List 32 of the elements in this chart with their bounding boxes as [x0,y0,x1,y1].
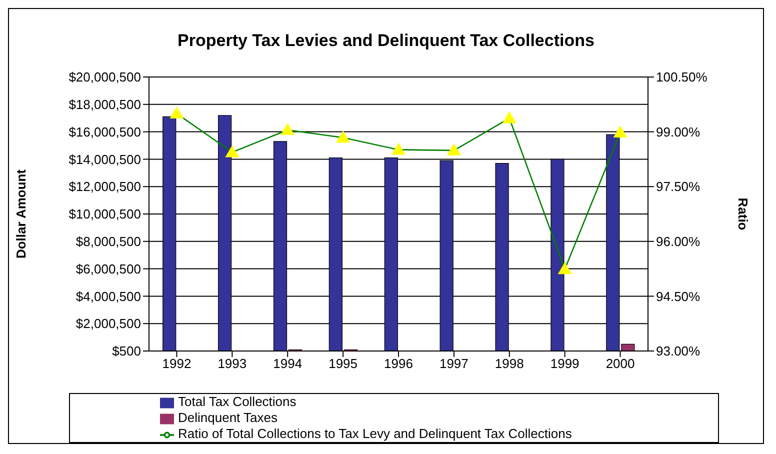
y-tick-label: $2,000,500 [76,316,141,332]
y-tick-label: $10,000,500 [68,206,141,222]
y-tick-label: $14,000,500 [68,152,141,167]
x-tick-label: 1997 [439,356,468,372]
y-tick-label: $16,000,500 [68,124,141,140]
y-tick-label: $12,000,500 [68,179,141,194]
y-tick-label: $4,000,500 [76,288,141,304]
chart-title: Property Tax Levies and Delinquent Tax Collections [176,31,596,51]
y2-tick-label: 96.00% [656,234,701,250]
y-tick-label: $8,000,500 [76,234,141,250]
y2-tick-label: 94.50% [656,288,701,304]
y-tick-label: $20,000,500 [68,70,141,85]
legend-label: Delinquent Taxes [178,410,278,425]
x-tick-label: 1994 [273,356,302,372]
y2-tick-label: 99.00% [656,124,701,140]
y-tick-label: $18,000,500 [68,97,141,112]
y2-axis-title: Ratio [735,198,750,230]
legend-label: Ratio of Total Collections to Tax Levy and Delinquent Tax Collections [178,426,572,441]
y-tick-label: $6,000,500 [76,261,141,276]
x-tick-label: 1998 [494,356,524,372]
x-tick-label: 1992 [162,356,192,372]
y2-tick-label: 100.50% [656,70,708,85]
x-tick-label: 1995 [328,356,358,372]
x-tick-label: 2000 [606,356,635,372]
x-tick-label: 1999 [550,356,580,372]
y2-tick-label: 93.00% [656,344,701,359]
y-axis-title: Dollar Amount [14,168,29,259]
legend-label: Total Tax Collections [178,394,296,409]
x-tick-label: 1993 [218,356,247,372]
y2-tick-label: 97.50% [656,179,701,194]
y-tick-label: $500 [112,344,141,359]
x-tick-label: 1996 [384,356,413,372]
